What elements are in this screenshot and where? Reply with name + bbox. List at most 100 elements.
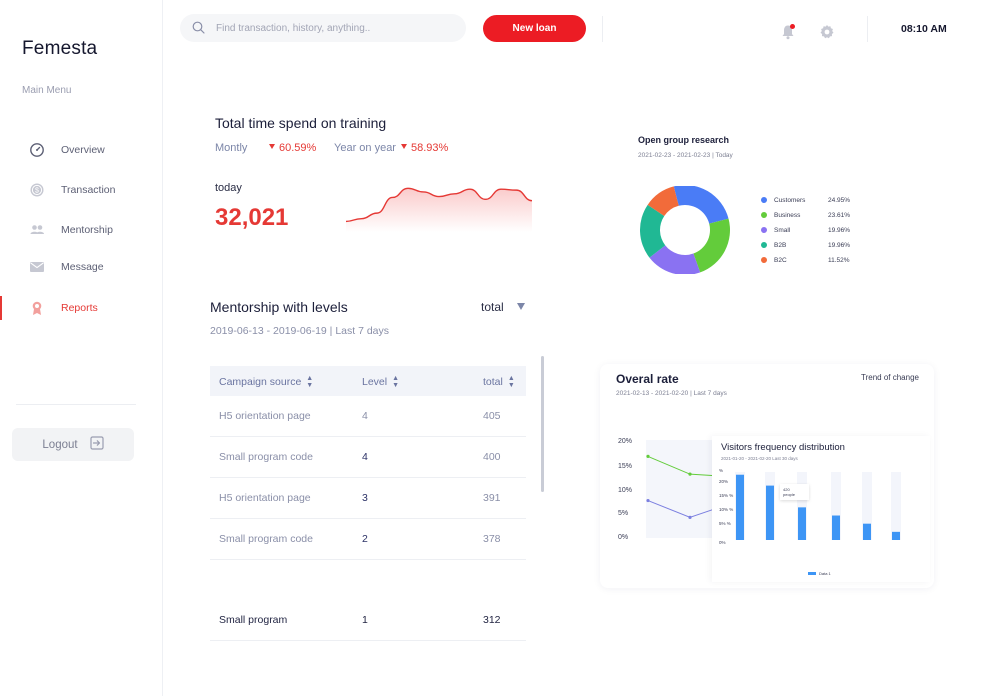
table-row[interactable]: H5 orientation page 4 405 <box>210 396 526 437</box>
cell-source: Small program <box>219 614 288 626</box>
legend-item: B2C 11.52% <box>761 255 850 265</box>
legend-value: 23.61% <box>828 211 851 219</box>
table-row[interactable]: Small program code 4 400 <box>210 437 526 478</box>
legend-item: B2B 19.96% <box>761 240 850 250</box>
y-tick: % <box>719 468 724 473</box>
sidebar-divider <box>16 404 136 405</box>
table-row[interactable]: Small program code 2 378 <box>210 519 526 560</box>
bar <box>766 485 774 540</box>
legend-dot <box>761 257 767 263</box>
column-header-level[interactable]: Level ▲ ▼ <box>362 375 400 389</box>
cell-source: H5 orientation page <box>219 410 311 422</box>
y-tick: 10% <box>618 487 633 494</box>
logout-button[interactable]: Logout <box>12 428 134 461</box>
y-tick: 5% % <box>719 521 731 526</box>
overal-rate-line-chart <box>646 440 716 538</box>
today-value: 32,021 <box>215 204 289 231</box>
caret-down-icon[interactable] <box>517 303 525 310</box>
trend-of-change-link[interactable]: Trend of change <box>861 373 919 382</box>
legend-dot <box>761 242 767 248</box>
yearly-label: Year on year <box>334 142 396 154</box>
y-tick: 20% <box>719 479 729 484</box>
sort-icon: ▲ ▼ <box>507 375 515 389</box>
legend-value: 19.96% <box>828 226 851 234</box>
date-range: 2019-06-13 - 2019-06-19 | Last 7 days <box>210 325 390 337</box>
y-tick: 5% <box>618 510 629 517</box>
legend-dot <box>761 197 767 203</box>
sidebar-item-message[interactable]: Message <box>0 255 162 279</box>
visitors-date: 2021-01-20 - 2021-02-20 Last 30 days <box>721 456 798 461</box>
gear-icon[interactable] <box>819 24 835 45</box>
speedometer-icon <box>29 142 45 158</box>
training-title: Total time spend on training <box>215 115 387 131</box>
clock: 08:10 AM <box>901 23 947 35</box>
column-header-total[interactable]: total ▲ ▼ <box>483 375 515 389</box>
cell-level: 4 <box>362 451 368 463</box>
visitors-legend: Data 1 <box>808 571 831 576</box>
legend-label: Data 1 <box>819 571 831 576</box>
coin-icon: $ <box>29 182 45 198</box>
cell-level: 4 <box>362 410 368 422</box>
legend-item: Business 23.61% <box>761 210 850 220</box>
donut-slice-business <box>693 218 730 273</box>
monthly-label: Montly <box>215 142 248 154</box>
sidebar-item-reports[interactable]: Reports <box>0 296 162 320</box>
line-point <box>646 454 650 458</box>
cell-total: 405 <box>483 410 501 422</box>
today-label: today <box>215 182 242 194</box>
new-loan-button[interactable]: New loan <box>483 15 586 42</box>
cell-source: Small program code <box>219 451 313 463</box>
brand-logo: Femesta <box>22 38 98 59</box>
cell-level: 2 <box>362 533 368 545</box>
cell-source: Small program code <box>219 533 313 545</box>
legend-name: B2B <box>774 241 787 249</box>
search-bar[interactable] <box>180 14 466 42</box>
donut-slice-customers <box>673 186 729 224</box>
sidebar-item-overview[interactable]: Overview <box>0 138 162 162</box>
donut-slice-b2c <box>647 186 679 217</box>
down-arrow-icon <box>269 144 275 149</box>
yearly-change: 58.93% <box>411 142 449 154</box>
sort-icon: ▲ ▼ <box>306 375 314 389</box>
open-group-title: Open group research <box>638 135 730 145</box>
chart-tooltip: 420 people <box>780 484 809 500</box>
chart-plot-bg <box>646 440 716 538</box>
legend-item: Small 19.96% <box>761 225 850 235</box>
sparkline-area <box>346 188 532 232</box>
search-input[interactable] <box>216 19 456 37</box>
line-point <box>646 498 650 503</box>
total-filter-select[interactable]: total <box>481 300 504 314</box>
sidebar-item-label: Transaction <box>61 184 116 196</box>
legend-name: Customers <box>774 196 806 204</box>
table-row[interactable]: H5 orientation page 3 391 <box>210 478 526 519</box>
legend-item: Customers 24.95% <box>761 195 850 205</box>
header-divider <box>867 16 868 42</box>
sidebar: Femesta Main Menu Overview $ Transaction… <box>0 0 163 696</box>
y-tick: 20% <box>618 438 633 445</box>
bar <box>832 515 840 540</box>
sidebar-item-label: Message <box>61 261 104 273</box>
legend-name: Small <box>774 226 791 234</box>
sidebar-item-label: Overview <box>61 144 105 156</box>
table-scrollbar[interactable] <box>541 356 544 492</box>
column-header-campaign[interactable]: Campaign source ▲ ▼ <box>219 375 314 389</box>
y-tick: 15% <box>618 463 633 470</box>
sort-icon: ▲ ▼ <box>392 375 400 389</box>
y-tick: 0% <box>719 540 726 545</box>
bar <box>892 531 900 540</box>
y-tick: 10% % <box>719 507 734 512</box>
legend-value: 24.95% <box>828 196 851 204</box>
donut-slice-small <box>649 245 701 274</box>
legend-name: B2C <box>774 256 787 264</box>
logout-label: Logout <box>42 438 78 451</box>
table-row[interactable]: Small program 1 312 <box>210 600 526 641</box>
donut-chart <box>640 186 730 274</box>
cell-level: 3 <box>362 492 368 504</box>
table-header: Campaign source ▲ ▼ Level ▲ ▼ total ▲ ▼ <box>210 366 526 396</box>
sidebar-item-transaction[interactable]: $ Transaction <box>0 178 162 202</box>
bar <box>736 474 744 540</box>
bar <box>798 507 806 540</box>
notification-badge <box>790 24 795 29</box>
search-icon <box>192 21 205 39</box>
sidebar-item-mentorship[interactable]: Mentorship <box>0 218 162 242</box>
